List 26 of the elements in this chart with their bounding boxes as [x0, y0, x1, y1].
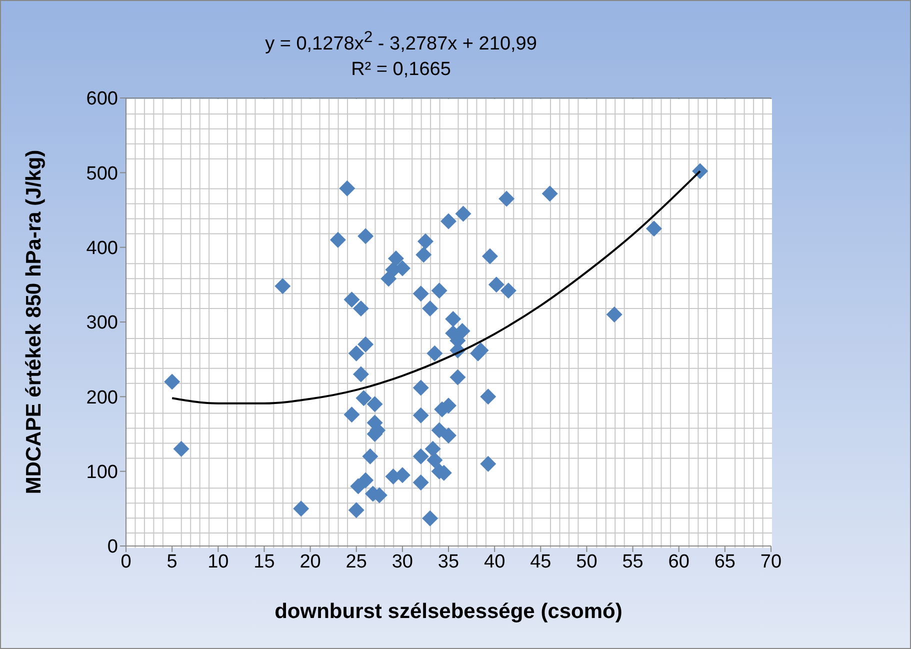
- x-tick-label: 30: [392, 551, 413, 572]
- x-tick-label: 55: [622, 551, 644, 572]
- x-tick-label: 25: [346, 551, 367, 572]
- x-tick-label: 10: [208, 551, 229, 572]
- y-tick-label: 0: [107, 536, 118, 558]
- x-tick-label: 0: [120, 551, 132, 572]
- y-tick-label: 400: [86, 238, 118, 260]
- x-tick-label: 50: [576, 551, 598, 572]
- y-tick-label: 200: [86, 387, 118, 408]
- x-tick-label: 45: [530, 551, 552, 572]
- text: R² = 0,1665: [350, 59, 452, 81]
- x-tick-label: 20: [300, 551, 321, 572]
- x-tick-label: 35: [438, 551, 460, 572]
- x-tick-label: 5: [166, 551, 178, 572]
- x-tick-label: 65: [714, 551, 736, 572]
- x-tick-label: 15: [254, 551, 275, 572]
- x-axis-title: downburst szélsebessége (csomó): [274, 600, 622, 623]
- y-axis-title: MDCAPE értékek 850 hPa-ra (J/kg): [22, 150, 46, 494]
- text: y = 0,1278x$^{2}$ - 3,2787x + 210,99: [264, 29, 538, 56]
- x-tick-label: 40: [484, 551, 506, 572]
- y-tick-label: 300: [86, 312, 118, 334]
- x-tick-label: 70: [760, 551, 782, 572]
- y-tick-label: 600: [86, 88, 118, 110]
- y-tick-label: 500: [86, 163, 118, 184]
- y-tick-label: 100: [86, 462, 118, 484]
- x-tick-label: 60: [668, 551, 690, 572]
